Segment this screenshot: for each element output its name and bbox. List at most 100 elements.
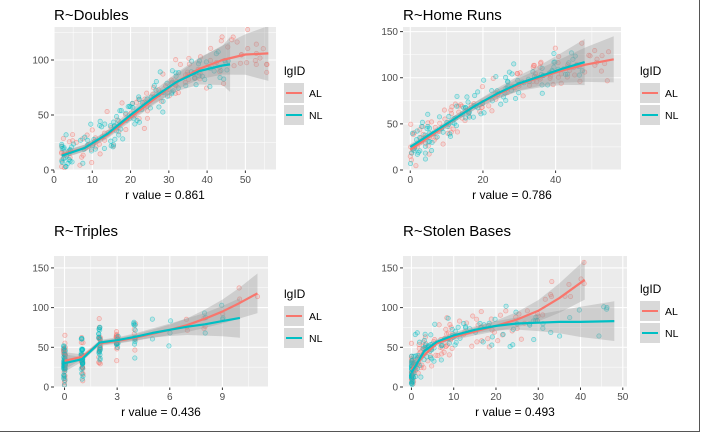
point-al [80,152,86,158]
x-tick-label: 20 [125,175,137,186]
point-nl [551,59,557,65]
point-nl [492,316,498,322]
point-nl [169,91,175,97]
point-nl [510,326,516,332]
point-al [518,336,524,342]
point-nl [454,93,460,99]
confidence-band-nl [64,298,240,372]
point-nl [551,50,557,57]
point-nl [463,325,469,331]
y-tick-label: 100 [381,73,398,84]
point-nl [429,139,435,146]
point-nl [78,366,84,372]
point-nl [61,145,67,151]
y-tick-label: 0 [392,383,398,394]
point-nl [149,336,155,342]
point-nl [149,316,155,322]
point-nl [164,80,170,86]
point-nl [120,136,126,142]
point-nl [470,114,476,120]
point-nl [557,333,563,339]
point-nl [224,67,230,73]
point-al [489,108,495,114]
point-nl [131,321,137,327]
point-nl [531,337,537,343]
point-al [230,34,236,40]
point-nl [101,145,107,151]
point-al [97,361,103,367]
point-nl [424,354,430,360]
point-al [445,330,451,336]
point-nl [66,157,72,163]
panel-title: R~Home Runs [403,7,502,24]
point-nl [454,103,460,109]
point-nl [417,339,423,345]
legend-label-al: AL [309,88,322,100]
point-al [577,78,583,84]
point-al [446,352,452,358]
point-nl [503,97,509,104]
point-nl [562,71,569,78]
point-al [158,98,164,104]
point-al [70,132,76,138]
point-al [443,326,449,332]
plot-area [61,273,261,387]
point-al [581,259,587,265]
x-tick-label: 20 [490,392,502,403]
x-tick-label: 0 [51,175,57,186]
legend-title: lgID [284,287,306,301]
point-al [542,296,548,302]
panel-title: R~Triples [54,223,118,240]
point-nl [568,50,575,56]
point-nl [438,357,444,363]
point-nl [516,90,522,96]
point-al [59,164,65,170]
point-al [144,115,151,121]
point-nl [131,341,138,347]
point-nl [596,333,602,339]
point-nl [80,373,86,379]
panel-background [403,27,621,170]
point-al [177,61,183,67]
point-al [485,336,491,342]
point-nl [199,73,205,79]
point-nl [493,74,499,80]
point-nl [79,370,85,376]
point-al [441,349,447,355]
point-nl [62,348,68,354]
point-al [474,339,480,345]
point-nl [164,93,171,99]
point-nl [409,130,416,136]
point-nl [419,123,425,129]
point-al [218,38,224,44]
point-al [495,338,501,344]
point-nl [446,340,452,346]
point-al [132,347,138,353]
plot-area [408,259,615,387]
y-tick-label: 100 [32,56,49,67]
point-nl [59,159,65,165]
point-al [60,135,66,142]
point-al [225,44,231,50]
point-nl [203,59,209,65]
point-nl [451,120,457,126]
point-nl [61,366,67,372]
point-nl [112,136,118,142]
plot-area [59,27,270,170]
point-nl [61,382,68,387]
y-tick-label: 0 [392,166,398,177]
point-nl [576,72,582,78]
point-nl [219,302,225,308]
point-nl [118,108,124,114]
point-al [479,84,485,90]
point-nl [160,98,166,104]
point-nl [438,343,444,349]
point-nl [189,58,195,64]
point-nl [82,134,88,140]
y-tick-label: 100 [381,303,398,314]
x-tick-label: 0 [62,392,68,403]
point-nl [115,344,121,350]
point-nl [108,138,114,144]
point-nl [425,123,431,129]
